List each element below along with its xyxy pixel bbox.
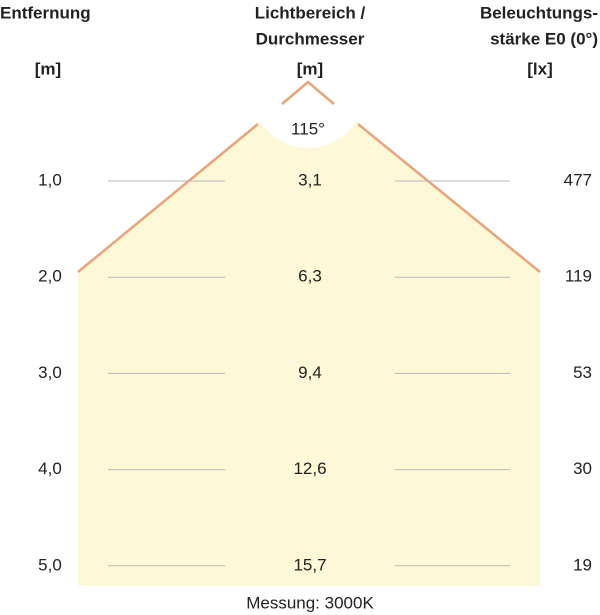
illuminance: 30	[573, 459, 592, 478]
illuminance: 19	[573, 555, 592, 574]
diameter: 9,4	[298, 363, 322, 382]
header: Entfernung	[0, 3, 91, 22]
distance: 1,0	[38, 170, 62, 189]
diameter: 15,7	[293, 555, 326, 574]
illuminance: 119	[565, 267, 592, 286]
header-unit: [m]	[297, 59, 323, 78]
beam-angle: 115°	[291, 119, 325, 138]
distance: 2,0	[38, 267, 62, 286]
angle-cutout	[252, 36, 364, 148]
cone-edge	[357, 123, 541, 273]
header: Beleuchtungs-	[480, 3, 598, 22]
distance: 4,0	[38, 459, 62, 478]
diameter: 12,6	[293, 459, 326, 478]
cone-apex	[281, 80, 335, 105]
header: Lichtbereich /	[255, 3, 366, 22]
illuminance: 477	[564, 170, 592, 189]
distance: 3,0	[38, 363, 62, 382]
footer: Messung: 3000K	[246, 593, 374, 612]
illuminance: 53	[573, 363, 592, 382]
header: stärke E0 (0°)	[490, 29, 598, 48]
header-unit: [m]	[35, 59, 61, 78]
header: Durchmesser	[256, 29, 365, 48]
light-cone	[78, 82, 540, 586]
cone-edge	[77, 123, 259, 273]
diameter: 3,1	[298, 170, 322, 189]
distance: 5,0	[38, 555, 62, 574]
header-unit: [lx]	[527, 59, 553, 78]
diameter: 6,3	[298, 267, 322, 286]
